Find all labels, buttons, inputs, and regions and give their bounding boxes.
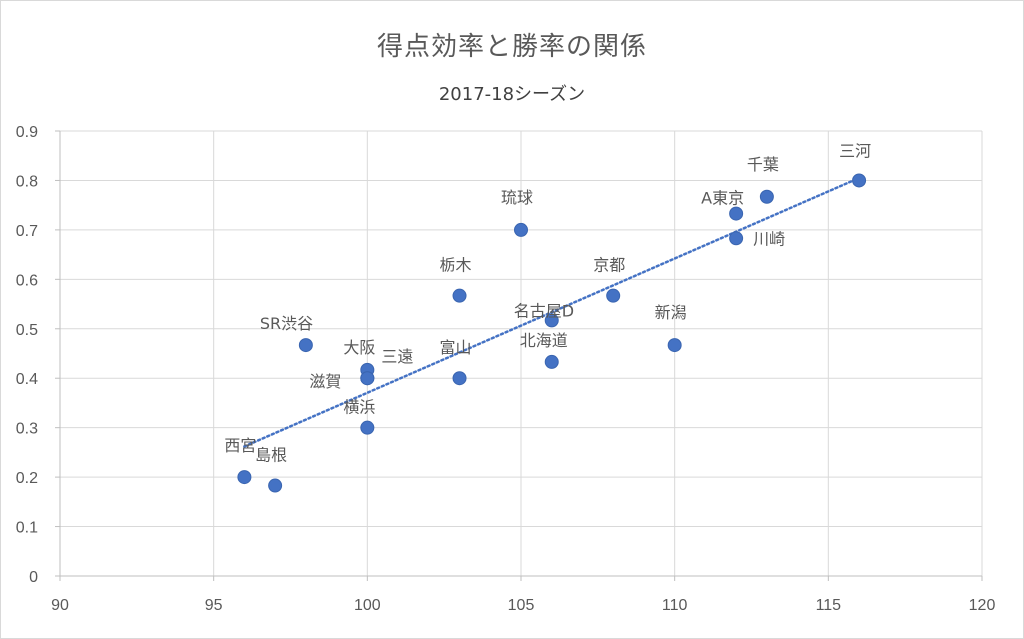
y-tick-label: 0.2 xyxy=(16,470,38,487)
data-label: 横浜 xyxy=(343,398,375,417)
y-tick-label: 0.9 xyxy=(16,124,38,141)
data-label: 西宮 xyxy=(224,436,256,455)
data-label: SR渋谷 xyxy=(260,314,313,333)
y-tick-label: 0.8 xyxy=(16,173,38,190)
x-tick-label: 120 xyxy=(969,597,996,614)
chart-title: 得点効率と勝率の関係 xyxy=(376,32,647,62)
data-points xyxy=(237,173,867,493)
data-label: A東京 xyxy=(701,189,744,208)
y-tick-label: 0.6 xyxy=(16,272,38,289)
x-tick-label: 110 xyxy=(662,597,688,614)
data-label: 栃木 xyxy=(440,256,472,275)
data-label: 大阪 xyxy=(343,338,375,357)
data-label: 名古屋D xyxy=(514,301,574,320)
data-label: 富山 xyxy=(440,338,472,357)
x-tick-label: 90 xyxy=(51,597,69,614)
grid-lines xyxy=(60,130,983,576)
data-label: 千葉 xyxy=(747,155,779,174)
x-tick-label: 100 xyxy=(354,597,381,614)
tick-labels: 0 0.1 0.2 0.3 0.4 0.5 0.6 0.7 0.8 0.9 90 95 100 105 11… xyxy=(16,124,996,614)
y-tick-label: 0 xyxy=(29,569,38,586)
data-point xyxy=(452,371,467,386)
data-point xyxy=(544,354,559,369)
data-point xyxy=(606,288,621,303)
y-tick-label: 0.3 xyxy=(16,421,38,438)
data-label: 島根 xyxy=(255,446,287,465)
y-tick-label: 0.1 xyxy=(16,520,38,537)
x-tick-label: 105 xyxy=(508,597,535,614)
data-label: 滋賀 xyxy=(309,372,341,391)
data-point xyxy=(237,470,252,485)
trendline xyxy=(243,176,861,448)
data-point xyxy=(729,231,744,246)
data-label: 川崎 xyxy=(753,229,785,248)
x-tick-label: 95 xyxy=(205,597,223,614)
data-point xyxy=(298,338,313,353)
chart-subtitle: 2017-18シーズン xyxy=(438,84,586,105)
x-tick-label: 115 xyxy=(816,597,842,614)
data-label: 琉球 xyxy=(501,188,533,207)
y-tick-label: 0.7 xyxy=(16,223,38,240)
data-point xyxy=(452,288,467,303)
data-point xyxy=(268,478,283,493)
y-tick-label: 0.4 xyxy=(16,371,38,388)
data-label: 三河 xyxy=(839,141,871,160)
data-point xyxy=(852,173,867,188)
data-point xyxy=(759,189,774,204)
data-point xyxy=(514,222,528,237)
data-label: 三遠 xyxy=(381,347,413,366)
data-label: 京都 xyxy=(593,256,625,275)
data-point xyxy=(360,371,375,386)
y-tick-label: 0.5 xyxy=(16,322,38,339)
data-point xyxy=(729,206,744,221)
data-point xyxy=(360,420,375,435)
data-label: 北海道 xyxy=(520,331,568,350)
data-point xyxy=(544,313,559,328)
data-point xyxy=(667,338,682,353)
trendline-group xyxy=(243,176,861,448)
axes xyxy=(55,130,983,581)
data-label: 新潟 xyxy=(655,303,687,322)
